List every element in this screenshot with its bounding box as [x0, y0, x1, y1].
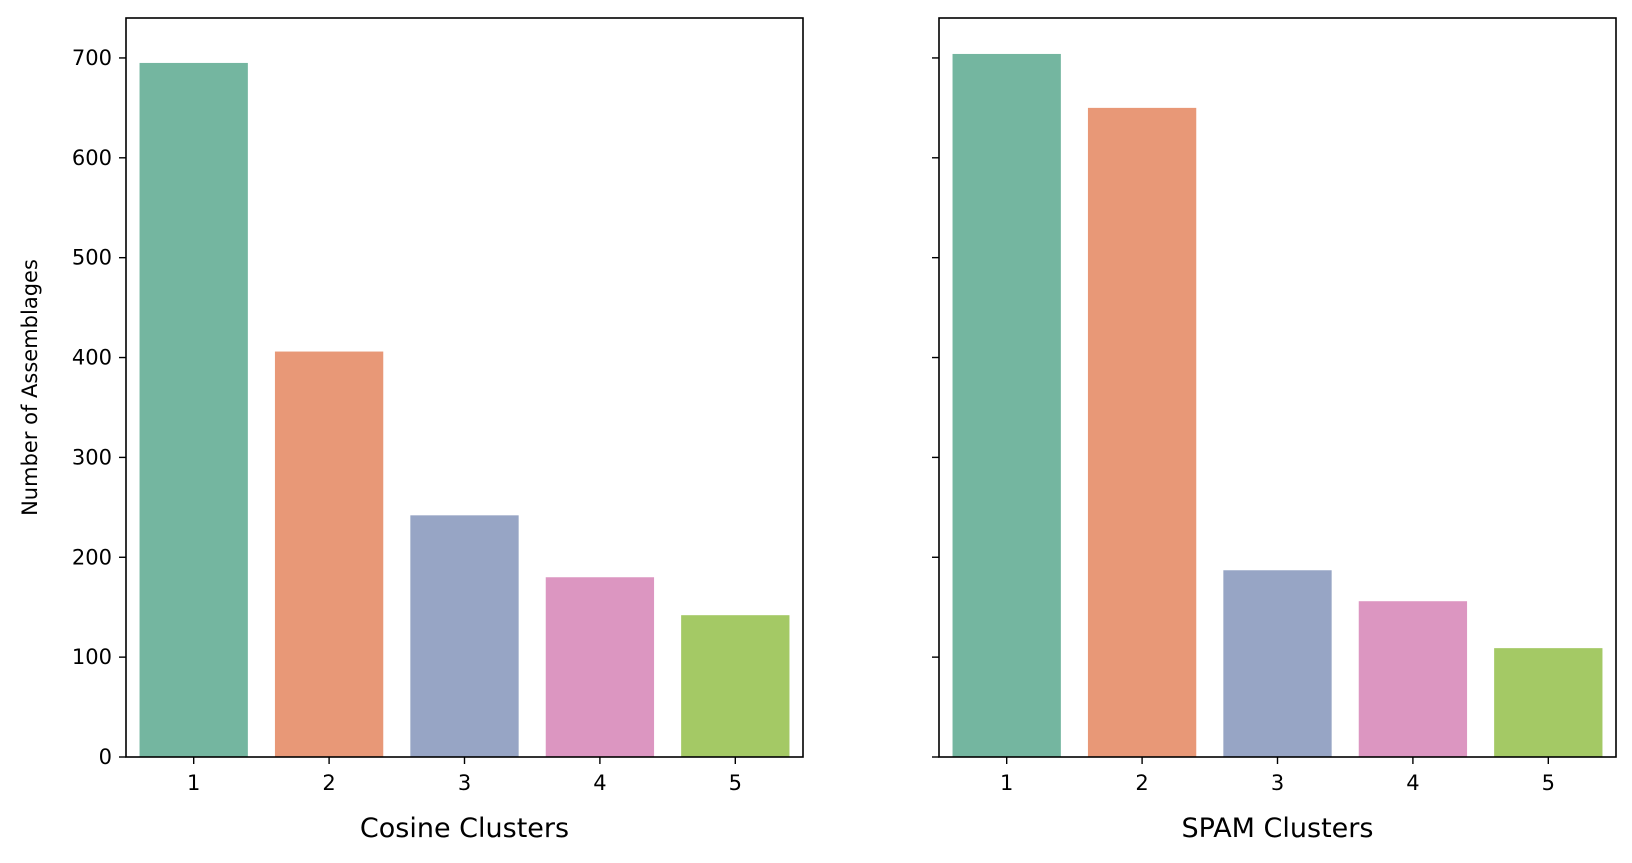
spam-bar-2: [1087, 107, 1197, 758]
cosine-x-tick-label: 1: [187, 771, 200, 795]
spam-x-tick-label: 1: [1000, 771, 1013, 795]
cosine-bar-5: [681, 615, 790, 757]
cosine-y-tick-label: 400: [72, 346, 112, 370]
cosine-bar-1: [139, 62, 248, 757]
cosine-y-axis-label: Number of Assemblages: [18, 259, 42, 516]
cosine-x-tick-label: 4: [593, 771, 606, 795]
spam-bar-1: [952, 53, 1061, 757]
cosine-bar-4: [545, 577, 655, 757]
cosine-y-tick-label: 700: [72, 46, 112, 70]
spam-x-axis-label: SPAM Clusters: [1182, 813, 1374, 844]
spam-bar-4: [1358, 601, 1468, 757]
cosine-y-tick-label: 500: [72, 246, 112, 270]
cosine-y-tick-label: 200: [72, 545, 112, 569]
cosine-y-tick-label: 300: [72, 445, 112, 469]
cosine-x-tick-label: 5: [729, 771, 742, 795]
spam-x-tick-label: 2: [1135, 771, 1148, 795]
cosine-bar-2: [274, 351, 384, 757]
spam-clusters-panel: 1 2 3 4 5 SPAM Clusters: [932, 17, 1617, 844]
cosine-clusters-panel: 0 100 200 300 400 500 600 700 1 2 3 4 5 Cosine Cluste…: [18, 17, 804, 844]
cosine-y-tick-label: 0: [99, 745, 112, 769]
cosine-x-tick-label: 3: [458, 771, 471, 795]
cosine-bar-3: [410, 515, 519, 757]
cosine-x-axis-label: Cosine Clusters: [360, 813, 569, 844]
spam-bar-3: [1223, 570, 1332, 757]
spam-x-tick-label: 4: [1406, 771, 1419, 795]
cosine-y-tick-label: 600: [72, 146, 112, 170]
spam-bar-5: [1494, 648, 1603, 757]
spam-x-tick-label: 5: [1542, 771, 1555, 795]
spam-x-tick-label: 3: [1271, 771, 1284, 795]
cosine-y-tick-label: 100: [72, 645, 112, 669]
cosine-x-tick-label: 2: [322, 771, 335, 795]
